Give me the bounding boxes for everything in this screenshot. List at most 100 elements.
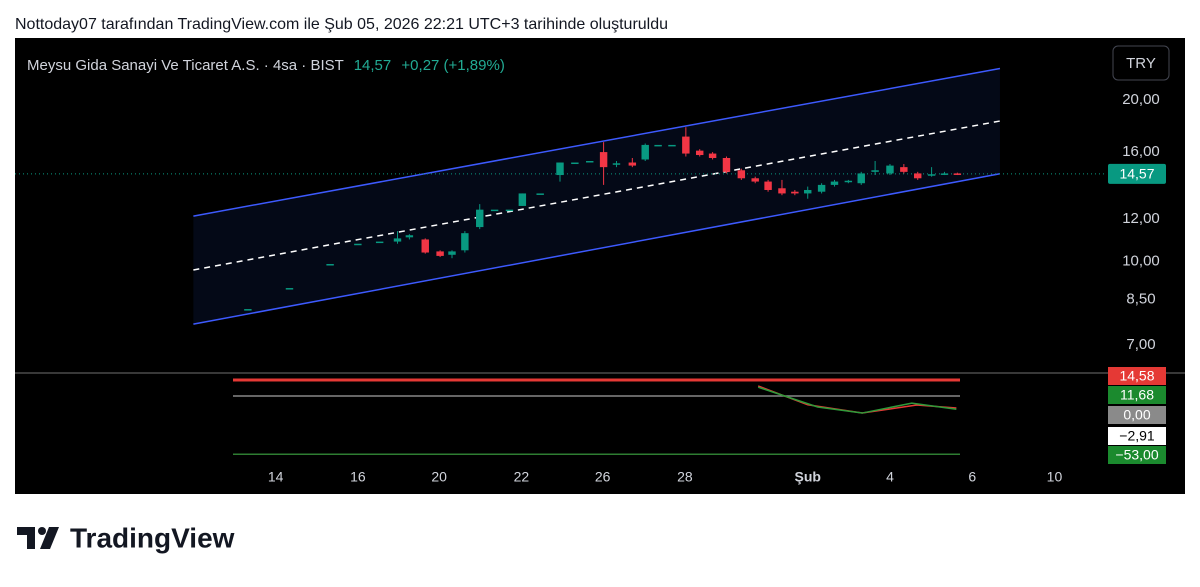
x-tick-label: Şub xyxy=(795,469,821,485)
candle-body xyxy=(536,193,544,195)
legend-change: +0,27 (+1,89%) xyxy=(401,57,504,74)
candle xyxy=(751,176,759,184)
y-tick-label: 7,00 xyxy=(1126,336,1155,353)
candle xyxy=(778,179,786,196)
channel-upper xyxy=(193,67,1001,217)
y-tick-label: 12,00 xyxy=(1122,210,1160,227)
candle-body xyxy=(804,189,812,194)
candle-body xyxy=(436,251,444,256)
legend-price: 14,57 xyxy=(354,57,392,74)
logo-shape xyxy=(17,527,35,549)
candle-body xyxy=(914,173,922,179)
candle xyxy=(953,172,962,176)
candle-body xyxy=(393,238,402,242)
indicator-label: −2,91 xyxy=(1119,428,1155,444)
candle-body xyxy=(448,251,456,255)
candle-body xyxy=(830,181,839,185)
candle xyxy=(668,144,676,147)
candle-body xyxy=(900,167,908,172)
indicator-label: 0,00 xyxy=(1123,407,1150,423)
indicator-label-box xyxy=(1108,386,1166,404)
indicator-label: 14,58 xyxy=(1119,368,1154,384)
candle xyxy=(490,209,499,212)
candle xyxy=(571,162,579,165)
candle-body xyxy=(722,157,731,172)
brand-name: TradingView xyxy=(70,522,235,553)
candle xyxy=(505,209,514,212)
candle xyxy=(927,167,936,177)
y-tick-label: 10,00 xyxy=(1122,253,1160,270)
candle-body xyxy=(556,162,564,176)
candle-body xyxy=(682,136,690,154)
candle-body xyxy=(244,309,252,311)
candle xyxy=(285,288,294,290)
candle xyxy=(599,142,608,185)
candle-body xyxy=(668,144,676,147)
candle-body xyxy=(375,241,384,244)
channel-lower xyxy=(193,173,1001,325)
candle xyxy=(556,162,564,182)
last-price-box xyxy=(1108,163,1166,184)
candle-body xyxy=(518,193,527,206)
candle xyxy=(326,264,334,266)
logo-shape xyxy=(40,527,59,549)
logo-shape xyxy=(38,527,46,535)
candle xyxy=(628,157,637,168)
candle-body xyxy=(844,180,853,183)
candle xyxy=(612,161,621,168)
currency-button[interactable]: TRY xyxy=(1112,45,1170,81)
candle xyxy=(737,168,746,180)
y-tick-label: 8,50 xyxy=(1126,291,1155,308)
candle xyxy=(900,164,908,174)
x-tick-label: 22 xyxy=(514,469,530,485)
candle xyxy=(886,164,894,176)
candle xyxy=(914,171,922,180)
currency-label[interactable]: TRY xyxy=(1126,55,1156,72)
candle xyxy=(536,193,544,195)
candle-body xyxy=(354,243,362,246)
candle-body xyxy=(476,209,484,228)
candle-body xyxy=(505,209,514,212)
indicator-label: 11,68 xyxy=(1120,387,1154,403)
candle-body xyxy=(326,264,334,266)
indicator-line xyxy=(757,386,957,414)
y-tick-label: 20,00 xyxy=(1122,91,1160,108)
candle xyxy=(448,250,456,259)
candle-body xyxy=(696,150,704,156)
candle xyxy=(722,156,731,174)
indicator-label-box xyxy=(1108,367,1166,385)
symbol-title: Meysu Gida Sanayi Ve Ticaret A.S. · 4sa … xyxy=(27,57,344,74)
last-price-label: 14,57 xyxy=(1119,166,1154,182)
legend: Meysu Gida Sanayi Ve Ticaret A.S. · 4sa … xyxy=(27,57,505,74)
candle xyxy=(857,171,865,185)
candle xyxy=(682,127,690,157)
candle xyxy=(654,144,662,147)
candle-body xyxy=(641,144,649,160)
candle-body xyxy=(421,239,429,253)
x-tick-label: 10 xyxy=(1047,469,1063,485)
caption: Nottoday07 tarafından TradingView.com il… xyxy=(15,16,668,33)
candle xyxy=(354,243,362,246)
candle xyxy=(476,204,484,230)
candle xyxy=(696,149,704,157)
candle-body xyxy=(778,188,786,194)
candle-body xyxy=(599,152,608,168)
candle-body xyxy=(817,184,826,192)
candle xyxy=(461,231,469,253)
channel-middle xyxy=(193,120,1001,271)
currency-button-frame[interactable] xyxy=(1112,45,1170,81)
brand-logo xyxy=(17,527,59,549)
candle-body xyxy=(940,173,949,175)
candle-body xyxy=(708,153,717,158)
candle xyxy=(871,161,879,176)
candle xyxy=(405,234,414,240)
indicator-label-box xyxy=(1108,446,1166,464)
candle-body xyxy=(751,178,759,182)
candle-body xyxy=(953,173,962,175)
candle xyxy=(764,179,772,192)
indicator-label-box xyxy=(1108,427,1166,445)
candle xyxy=(804,186,812,199)
candle-body xyxy=(586,161,594,163)
